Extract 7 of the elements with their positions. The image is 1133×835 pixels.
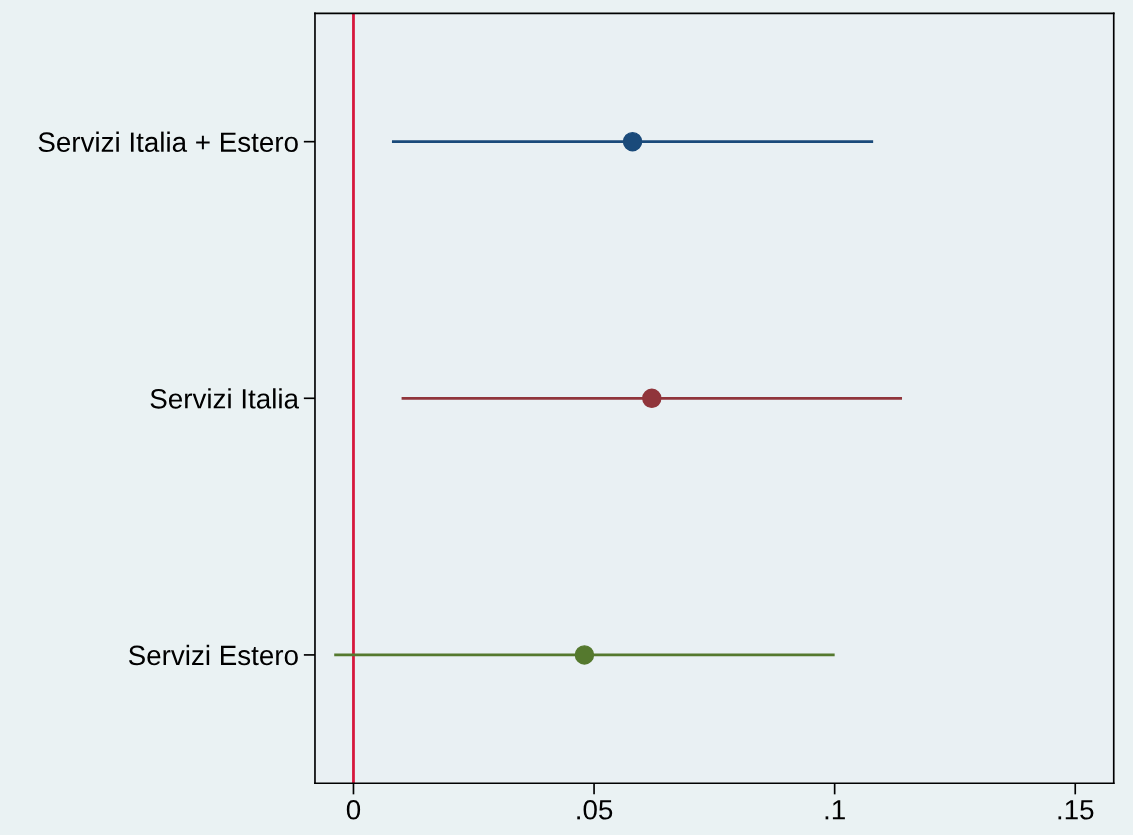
x-tick-label: 0 xyxy=(346,799,361,820)
y-tick-label: Servizi Italia + Estero xyxy=(38,131,298,153)
x-tick-label: .1 xyxy=(825,800,845,820)
x-tick-label: .05 xyxy=(577,799,613,820)
y-tick-label: Servizi Estero xyxy=(128,644,298,666)
y-tick-label: Servizi Italia xyxy=(150,388,299,409)
x-tick-label: .15 xyxy=(1058,800,1094,820)
